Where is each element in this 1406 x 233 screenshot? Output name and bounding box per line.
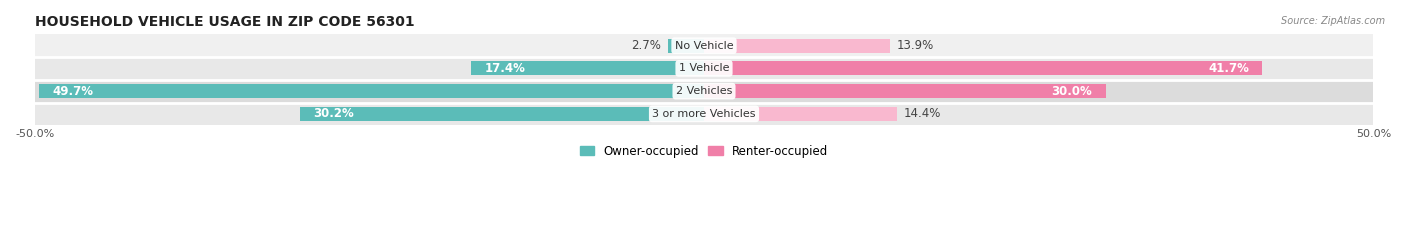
- Text: 30.0%: 30.0%: [1052, 85, 1092, 98]
- Text: 3 or more Vehicles: 3 or more Vehicles: [652, 109, 756, 119]
- Text: 49.7%: 49.7%: [52, 85, 93, 98]
- Bar: [704, 39, 890, 53]
- Text: 14.4%: 14.4%: [904, 107, 941, 120]
- Text: 41.7%: 41.7%: [1208, 62, 1249, 75]
- Bar: [471, 61, 704, 75]
- Bar: [38, 84, 704, 98]
- Bar: [35, 80, 1374, 103]
- Bar: [35, 57, 1374, 80]
- Text: HOUSEHOLD VEHICLE USAGE IN ZIP CODE 56301: HOUSEHOLD VEHICLE USAGE IN ZIP CODE 5630…: [35, 15, 415, 29]
- Text: 2 Vehicles: 2 Vehicles: [676, 86, 733, 96]
- Text: 1 Vehicle: 1 Vehicle: [679, 63, 730, 73]
- Text: No Vehicle: No Vehicle: [675, 41, 734, 51]
- Bar: [704, 107, 897, 121]
- Text: 2.7%: 2.7%: [631, 39, 661, 52]
- Legend: Owner-occupied, Renter-occupied: Owner-occupied, Renter-occupied: [579, 144, 828, 158]
- Text: 13.9%: 13.9%: [897, 39, 934, 52]
- Bar: [668, 39, 704, 53]
- Bar: [704, 61, 1263, 75]
- Bar: [299, 107, 704, 121]
- Text: Source: ZipAtlas.com: Source: ZipAtlas.com: [1281, 16, 1385, 26]
- Text: 17.4%: 17.4%: [485, 62, 526, 75]
- Bar: [35, 34, 1374, 57]
- Bar: [35, 103, 1374, 125]
- Bar: [704, 84, 1105, 98]
- Text: 30.2%: 30.2%: [314, 107, 354, 120]
